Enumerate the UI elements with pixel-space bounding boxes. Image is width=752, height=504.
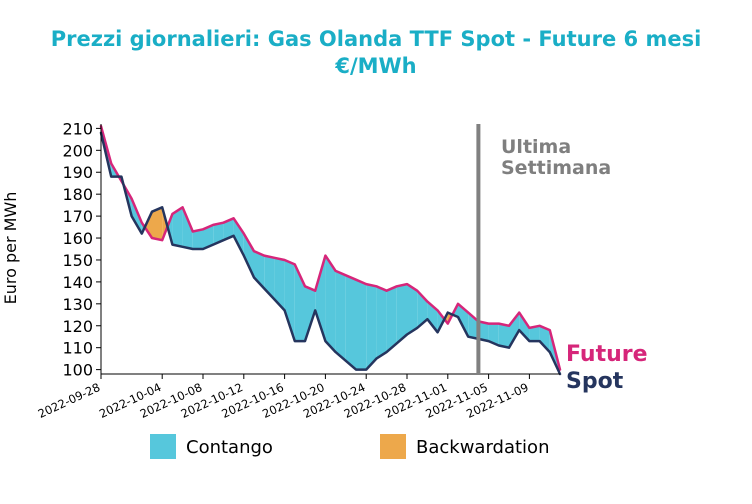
y-tick-label: 100 xyxy=(62,361,93,380)
y-tick-label: 180 xyxy=(62,185,93,204)
y-tick-label: 110 xyxy=(62,339,93,358)
fill-segment-24 xyxy=(345,275,356,370)
chart-title-line2: €/MWh xyxy=(334,54,416,78)
legend-swatch-contango xyxy=(150,434,176,459)
series-line-layer xyxy=(99,124,562,376)
fill-segment-11 xyxy=(213,222,224,245)
fill-segment-39 xyxy=(498,323,509,348)
fill-segment-41 xyxy=(519,312,530,342)
fill-segment-22 xyxy=(325,255,336,353)
spot-series-label: Spot xyxy=(566,369,624,394)
y-tick-label: 160 xyxy=(62,229,93,248)
y-tick-label: 130 xyxy=(62,295,93,314)
y-axis-label: Euro per MWh xyxy=(1,192,20,305)
y-tick-label: 150 xyxy=(62,251,93,270)
y-tick-label: 140 xyxy=(62,273,93,292)
future-series-label: Future xyxy=(566,342,648,367)
annotation-line2: Settimana xyxy=(501,157,611,179)
fill-segment-23 xyxy=(335,270,346,361)
fill-segment-43 xyxy=(539,325,550,353)
y-tick-label: 200 xyxy=(62,141,93,160)
annotation-line1: Ultima xyxy=(501,136,571,158)
fill-segment-29 xyxy=(396,284,407,344)
chart-title-line1: Prezzi giornalieri: Gas Olanda TTF Spot … xyxy=(51,27,702,51)
y-tick-label: 210 xyxy=(62,119,93,138)
legend-swatch-backwardation xyxy=(380,434,406,459)
fill-segment-5 xyxy=(152,207,163,241)
legend-label-contango: Contango xyxy=(186,437,273,458)
legend-label-backwardation: Backwardation xyxy=(416,437,549,458)
fill-segment-10 xyxy=(203,224,214,249)
fill-segment-13 xyxy=(233,218,244,256)
fill-segment-21 xyxy=(315,255,326,342)
fill-segment-42 xyxy=(529,325,540,342)
fill-segment-18 xyxy=(284,260,295,342)
y-tick-label: 190 xyxy=(62,163,93,182)
fill-area-layer xyxy=(101,126,560,374)
fill-segment-36 xyxy=(468,312,479,339)
fill-segment-27 xyxy=(376,286,387,359)
series-line-spot xyxy=(99,131,562,376)
fill-segment-9 xyxy=(192,229,203,249)
fill-segment-20 xyxy=(305,286,316,342)
x-tick-label: 2022-09-28 xyxy=(36,380,102,421)
fill-segment-37 xyxy=(478,321,489,342)
fill-segment-25 xyxy=(356,279,367,370)
series-line-future xyxy=(99,124,562,371)
fill-segment-12 xyxy=(223,218,234,241)
fill-segment-16 xyxy=(264,255,275,300)
fill-segment-28 xyxy=(386,286,397,353)
legend: Contango Backwardation xyxy=(150,434,549,459)
fill-segment-38 xyxy=(488,323,499,346)
y-tick-label: 170 xyxy=(62,207,93,226)
fill-segment-40 xyxy=(509,312,520,348)
fill-segment-17 xyxy=(274,257,285,311)
y-tick-label: 120 xyxy=(62,317,93,336)
fill-segment-26 xyxy=(366,284,377,370)
fill-segment-7 xyxy=(172,207,183,247)
fill-segment-30 xyxy=(407,284,418,335)
fill-segment-14 xyxy=(243,233,254,278)
fill-segment-8 xyxy=(182,207,193,249)
